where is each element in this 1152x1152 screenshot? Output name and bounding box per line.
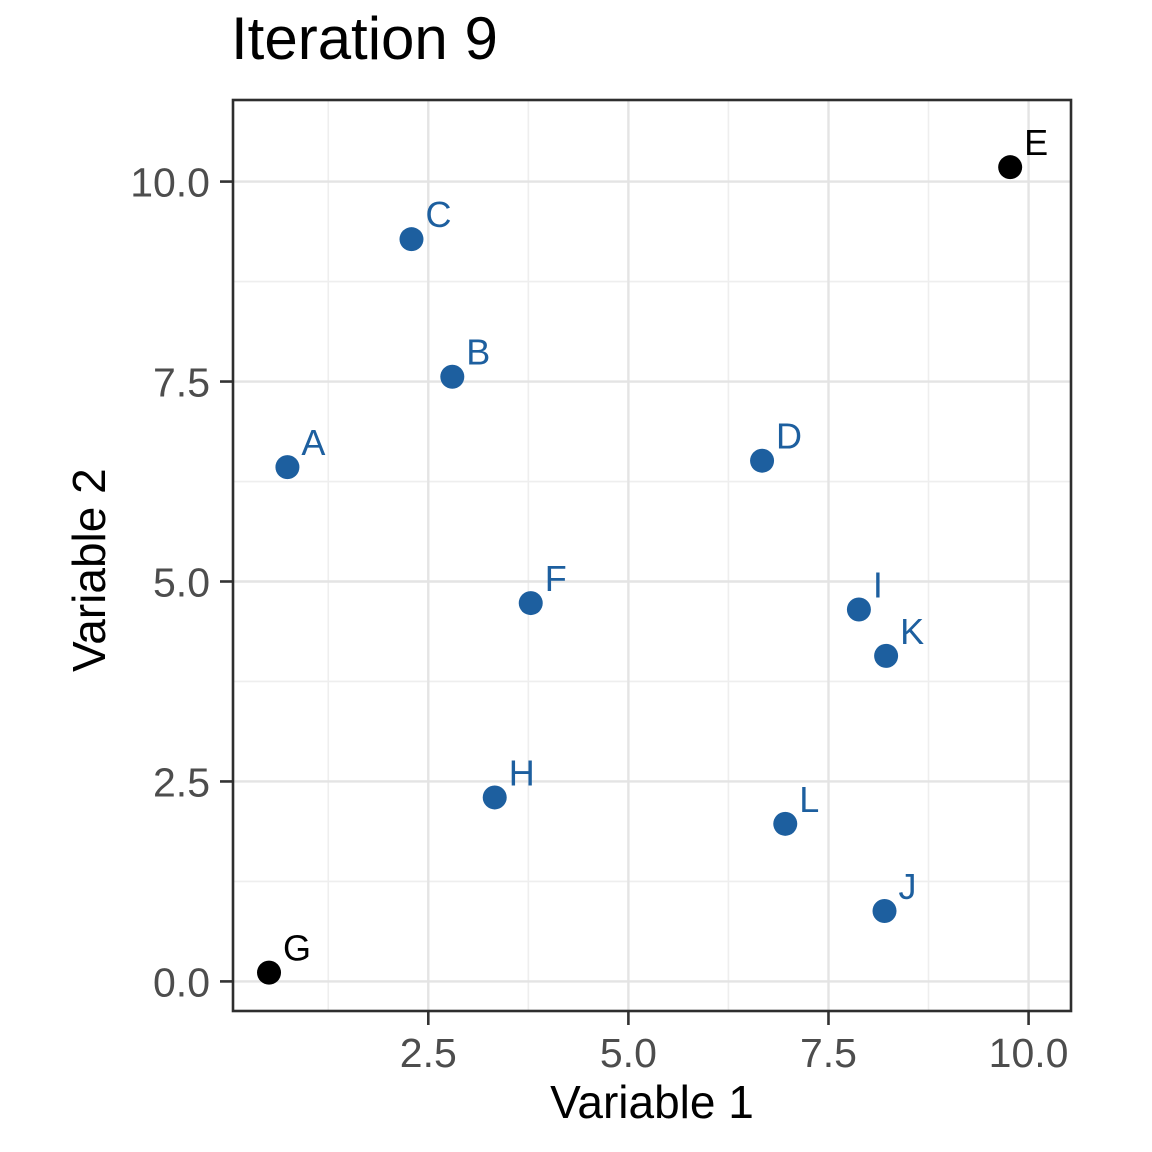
data-point-L (773, 811, 798, 836)
point-label-E: E (1024, 122, 1048, 163)
point-label-J: J (899, 866, 917, 907)
data-point-D (750, 448, 775, 473)
point-label-F: F (545, 558, 567, 599)
point-label-D: D (776, 416, 802, 457)
data-point-K (874, 643, 899, 668)
x-tick-label: 5.0 (600, 1030, 657, 1076)
point-label-A: A (301, 422, 325, 463)
data-point-E (998, 155, 1023, 180)
point-label-L: L (799, 779, 819, 820)
x-tick-label: 7.5 (800, 1030, 857, 1076)
data-point-F (518, 591, 543, 616)
point-label-H: H (509, 752, 535, 793)
y-tick-label: 7.5 (153, 360, 210, 406)
data-point-J (872, 899, 897, 924)
data-point-I (846, 597, 871, 622)
panel-border (231, 98, 1073, 1013)
data-point-G (257, 960, 282, 985)
y-tick-label: 5.0 (153, 559, 210, 605)
x-axis-title: Variable 1 (550, 1076, 754, 1128)
panel-background (233, 100, 1071, 1011)
point-label-C: C (425, 194, 451, 235)
data-point-B (440, 364, 465, 389)
y-tick-label: 2.5 (153, 759, 210, 805)
data-point-C (399, 227, 424, 252)
plot-title: Iteration 9 (231, 5, 498, 72)
point-label-G: G (283, 928, 311, 969)
data-point-A (275, 455, 300, 480)
point-label-I: I (873, 564, 883, 605)
y-tick-label: 0.0 (153, 959, 210, 1005)
point-label-K: K (900, 611, 924, 652)
y-tick-label: 10.0 (130, 160, 210, 206)
x-tick-label: 2.5 (400, 1030, 457, 1076)
x-tick-label: 10.0 (989, 1030, 1069, 1076)
point-label-B: B (466, 332, 490, 373)
data-point-H (482, 785, 507, 810)
